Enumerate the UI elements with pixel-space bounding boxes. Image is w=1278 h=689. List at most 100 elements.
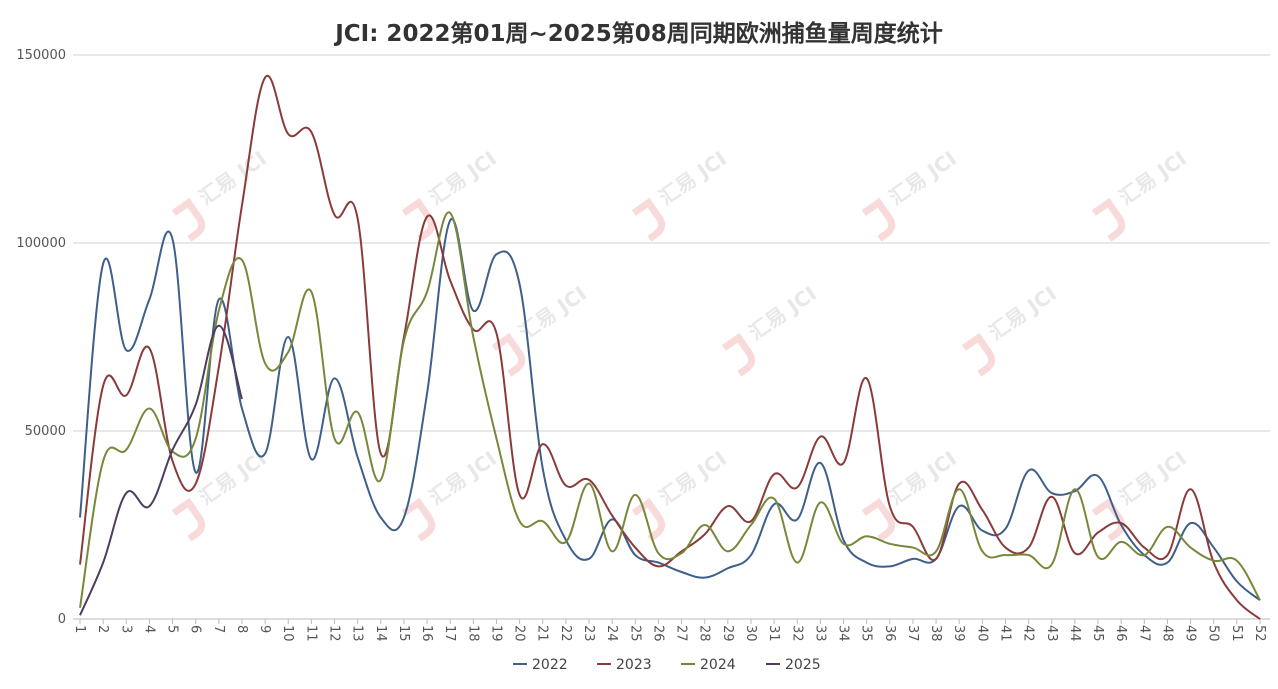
watermark-layer: 汇易 JCI 汇易 JCI 汇易 JCI 汇易 JCI 汇易 JCI 汇易 JCI 汇易 J…: [171, 146, 1191, 542]
legend-label-2023: 2023: [616, 657, 652, 673]
x-tick-label: 14: [373, 625, 388, 642]
x-tick-label: 40: [974, 625, 989, 642]
x-tick-label: 23: [581, 625, 596, 642]
x-tick-label: 30: [743, 625, 758, 642]
watermark: 汇易 JCI: [961, 281, 1061, 377]
x-tick-label: 28: [697, 625, 712, 642]
x-tick-label: 29: [720, 625, 735, 642]
watermark-logo-icon: [171, 497, 206, 542]
x-tick-label: 7: [211, 625, 226, 633]
x-tick-label: 13: [350, 625, 365, 642]
x-tick-label: 1: [72, 625, 87, 633]
watermark-logo-icon: [861, 197, 896, 242]
legend-label-2025: 2025: [785, 657, 821, 673]
x-tick-label: 51: [1229, 625, 1244, 642]
y-tick-label: 150000: [16, 48, 66, 63]
legend-label-2024: 2024: [700, 657, 736, 673]
x-tick-label: 43: [1044, 625, 1059, 642]
x-tick-label: 33: [812, 625, 827, 642]
gridlines: [73, 54, 1270, 620]
x-tick-label: 27: [674, 625, 689, 642]
x-tick-label: 39: [951, 625, 966, 642]
legend-label-2022: 2022: [532, 657, 568, 673]
watermark-logo-icon: [491, 332, 526, 377]
x-tick-label: 47: [1136, 625, 1151, 642]
watermark-text: 汇易 JCI: [424, 446, 500, 510]
watermark: 汇易 JCI: [721, 281, 821, 377]
x-tick-label: 50: [1206, 625, 1221, 642]
x-tick-label: 52: [1252, 625, 1267, 642]
watermark: 汇易 JCI: [401, 446, 501, 542]
watermark: 汇易 JCI: [631, 446, 731, 542]
watermark-text: 汇易 JCI: [654, 446, 730, 510]
x-tick-label: 12: [327, 625, 342, 642]
watermark-text: 汇易 JCI: [884, 146, 960, 210]
x-tick-label: 21: [535, 625, 550, 642]
x-tick-label: 36: [882, 625, 897, 642]
watermark-logo-icon: [861, 497, 896, 542]
x-tick-label: 44: [1067, 625, 1082, 642]
x-tick-label: 9: [257, 625, 272, 633]
watermark-logo-icon: [721, 332, 756, 377]
watermark-text: 汇易 JCI: [1114, 446, 1190, 510]
chart-title: JCI: 2022第01周~2025第08周同期欧洲捕鱼量周度统计: [335, 21, 943, 47]
x-axis: 1 2 3 4 5 6 7 8 9 10 11 12 13 14 15 16 17 18 19 20 21 22 23 24 2…: [72, 619, 1267, 642]
x-tick-label: 4: [141, 625, 156, 633]
watermark-logo-icon: [1091, 197, 1126, 242]
watermark: 汇易 JCI: [1091, 446, 1191, 542]
x-tick-label: 48: [1159, 625, 1174, 642]
watermark-logo-icon: [631, 497, 666, 542]
series-line-2023: [79, 74, 1261, 620]
x-tick-label: 11: [303, 625, 318, 642]
series-line-2024: [79, 211, 1261, 608]
x-tick-label: 18: [465, 625, 480, 642]
watermark-text: 汇易 JCI: [654, 146, 730, 210]
watermark-text: 汇易 JCI: [424, 146, 500, 210]
x-tick-label: 2: [95, 625, 110, 633]
x-tick-label: 42: [1021, 625, 1036, 642]
watermark-logo-icon: [171, 197, 206, 242]
x-tick-label: 35: [859, 625, 874, 642]
x-tick-label: 38: [928, 625, 943, 642]
x-tick-label: 19: [488, 625, 503, 642]
watermark-text: 汇易 JCI: [884, 446, 960, 510]
x-tick-label: 32: [789, 625, 804, 642]
x-tick-label: 22: [558, 625, 573, 642]
watermark: 汇易 JCI: [861, 146, 961, 242]
watermark-text: 汇易 JCI: [744, 281, 820, 345]
y-axis-ticks: 0 50000 100000 150000: [16, 48, 66, 627]
watermark: 汇易 JCI: [861, 446, 961, 542]
watermark-text: 汇易 JCI: [194, 146, 270, 210]
watermark: 汇易 JCI: [171, 146, 271, 242]
watermark-logo-icon: [961, 332, 996, 377]
watermark-logo-icon: [401, 197, 436, 242]
watermark: 汇易 JCI: [631, 146, 731, 242]
x-tick-label: 34: [836, 625, 851, 642]
watermark: 汇易 JCI: [171, 446, 271, 542]
watermark-text: 汇易 JCI: [984, 281, 1060, 345]
x-tick-label: 31: [766, 625, 781, 642]
watermark: 汇易 JCI: [491, 281, 591, 377]
series-lines: [79, 74, 1261, 620]
x-tick-label: 15: [396, 625, 411, 642]
watermark: 汇易 JCI: [401, 146, 501, 242]
y-tick-label: 100000: [16, 236, 66, 251]
x-tick-label: 26: [650, 625, 665, 642]
series-line-2022: [79, 217, 1261, 601]
x-tick-label: 8: [234, 625, 249, 633]
x-tick-label: 46: [1113, 625, 1128, 642]
watermark-logo-icon: [631, 197, 666, 242]
series-line-2025: [79, 324, 243, 616]
watermark-logo-icon: [401, 497, 436, 542]
x-tick-label: 16: [419, 625, 434, 642]
x-tick-label: 24: [604, 625, 619, 642]
x-tick-label: 49: [1183, 625, 1198, 642]
y-tick-label: 0: [58, 612, 66, 627]
x-tick-label: 41: [997, 625, 1012, 642]
x-tick-label: 37: [905, 625, 920, 642]
x-tick-label: 25: [627, 625, 642, 642]
watermark-text: 汇易 JCI: [514, 281, 590, 345]
x-tick-label: 45: [1090, 625, 1105, 642]
